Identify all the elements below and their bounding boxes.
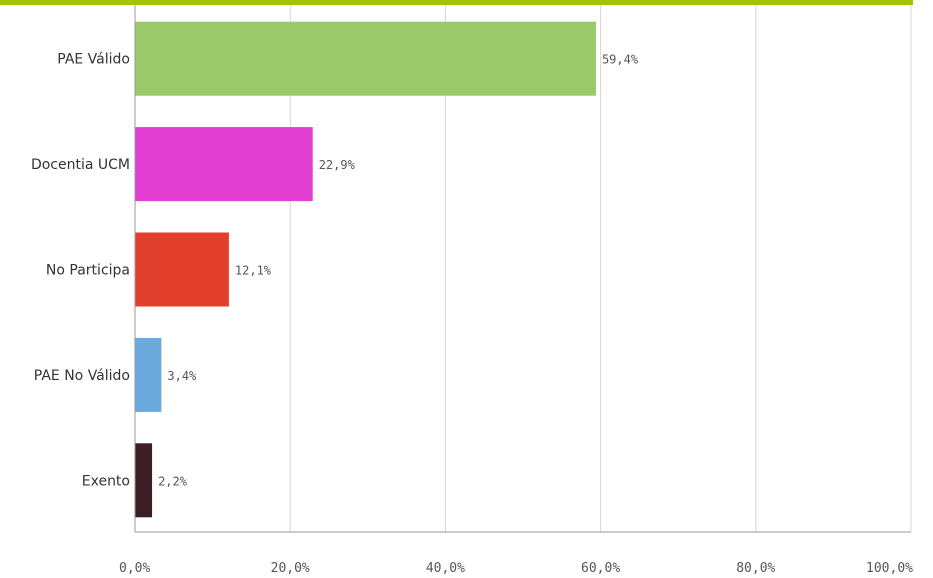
x-tick-label: 100,0% bbox=[866, 561, 913, 576]
value-labels: 59,4% 22,9% 12,1% 3,4% 2,2% bbox=[158, 53, 639, 489]
bar bbox=[135, 443, 153, 518]
bar bbox=[135, 232, 229, 307]
bar bbox=[135, 337, 162, 412]
category-label: Exento bbox=[82, 473, 130, 489]
x-tick-label: 60,0% bbox=[581, 561, 620, 576]
bar bbox=[135, 21, 596, 96]
value-label: 22,9% bbox=[319, 158, 356, 172]
category-label: Docentia UCM bbox=[31, 157, 130, 173]
x-tick-label: 40,0% bbox=[426, 561, 465, 576]
value-label: 3,4% bbox=[167, 369, 197, 383]
x-tick-label: 80,0% bbox=[736, 561, 775, 576]
x-tick-label: 0,0% bbox=[119, 561, 150, 576]
category-label: PAE Válido bbox=[57, 52, 130, 68]
x-axis-tick-labels: 0,0% 20,0% 40,0% 60,0% 80,0% 100,0% bbox=[119, 561, 913, 576]
value-label: 2,2% bbox=[158, 474, 188, 488]
value-label: 59,4% bbox=[602, 53, 639, 67]
category-labels: PAE Válido Docentia UCM No Participa PAE No… bbox=[31, 52, 130, 490]
top-accent-bar bbox=[0, 0, 913, 5]
bar bbox=[135, 127, 313, 202]
bars bbox=[135, 21, 596, 518]
category-label: PAE No Válido bbox=[34, 368, 130, 384]
x-tick-label: 20,0% bbox=[271, 561, 310, 576]
category-label: No Participa bbox=[46, 263, 130, 279]
value-label: 12,1% bbox=[235, 264, 272, 278]
